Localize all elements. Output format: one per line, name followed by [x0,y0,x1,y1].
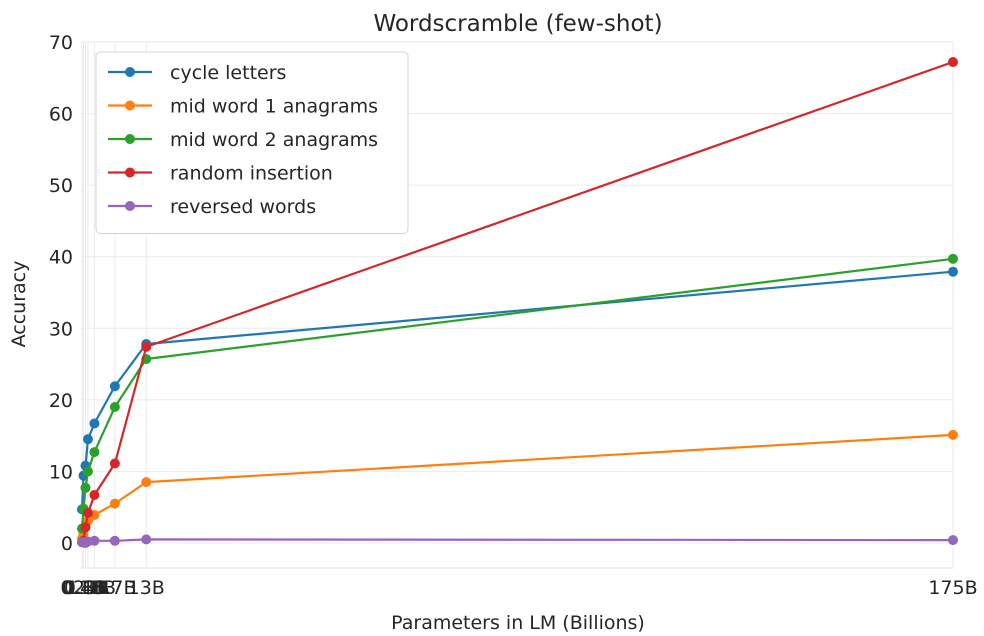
y-tick-label: 10 [49,461,73,483]
data-point-reversed-words [89,535,100,546]
data-point-random-insertion [82,507,93,518]
legend: cycle letters mid word 1 anagrams mid word… [95,51,409,234]
series-lines [77,57,958,548]
y-tick-label: 30 [49,318,73,340]
legend-swatch-marker [125,167,135,178]
chart-title: Wordscramble (few-shot) [373,11,662,37]
x-tick-label: 1.3B [66,577,109,599]
legend-label: mid word 2 anagrams [170,129,378,151]
data-point-mid-word-2-anagrams [109,401,120,412]
y-tick-label: 20 [49,390,73,412]
data-point-mid-word-1-anagrams [109,498,120,509]
x-tick-label: 13B [128,577,165,599]
series-reversed-words [77,534,958,548]
y-tick-label: 70 [49,32,73,54]
data-point-random-insertion [141,341,152,352]
data-point-cycle-letters [109,381,120,392]
legend-item: cycle letters [108,62,286,84]
data-point-mid-word-2-anagrams [89,447,100,458]
data-point-reversed-words [141,534,152,545]
data-point-cycle-letters [948,266,958,277]
legend-swatch-marker [125,134,135,144]
data-point-random-insertion [109,458,120,469]
x-tick-label: 175B [928,577,977,599]
legend-label: cycle letters [170,62,286,84]
data-point-mid-word-2-anagrams [80,482,91,493]
y-tick-label: 0 [61,533,73,555]
legend-label: random insertion [170,163,333,185]
legend-item: mid word 1 anagrams [108,96,378,118]
data-point-cycle-letters [82,434,93,445]
data-point-random-insertion [80,522,91,533]
data-point-cycle-letters [89,418,100,429]
y-tick-label: 60 [49,104,73,126]
data-point-mid-word-2-anagrams [948,253,958,264]
x-tick-label: 0.4B [62,577,105,599]
data-point-mid-word-1-anagrams [141,477,152,488]
x-tick-label: 0.1B [60,577,103,599]
data-point-random-insertion [948,57,958,68]
legend-label: reversed words [170,196,316,218]
y-axis-label: Accuracy [8,261,30,348]
legend-item: mid word 2 anagrams [108,129,378,151]
data-point-reversed-words [948,535,958,546]
legend-swatch-marker [125,67,135,77]
y-axis-ticks: 0 10 20 30 40 50 60 70 [49,32,73,555]
x-tick-label: 2.6B [73,577,116,599]
data-point-reversed-words [109,535,120,546]
legend-box [95,51,409,234]
legend-item: reversed words [108,196,316,218]
x-tick-label: 6.7B [93,577,136,599]
legend-swatch-marker [125,100,135,111]
data-point-random-insertion [89,490,100,501]
legend-swatch-marker [125,201,135,211]
x-axis-label: Parameters in LM (Billions) [391,612,645,634]
data-point-mid-word-2-anagrams [82,466,93,477]
data-point-mid-word-1-anagrams [948,429,958,440]
y-tick-label: 50 [49,175,73,197]
legend-label: mid word 1 anagrams [170,96,378,118]
y-tick-label: 40 [49,247,73,269]
x-tick-label: 0.8B [64,577,107,599]
legend-item: random insertion [108,163,333,185]
